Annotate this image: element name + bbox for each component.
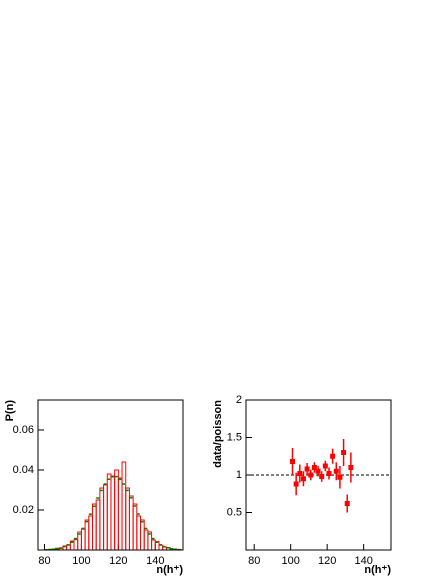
y-axis-label: data/poisson	[212, 400, 224, 468]
y-axis-label: P(n)	[4, 400, 16, 422]
data-point	[311, 465, 317, 470]
x-tick-label: 100	[72, 555, 90, 567]
y-tick-label: 0.02	[13, 504, 34, 516]
x-tick-label: 80	[38, 555, 50, 567]
y-tick-label: 2	[236, 394, 242, 406]
data-point	[308, 472, 314, 478]
data-point	[304, 466, 310, 472]
x-tick-label: 120	[109, 555, 127, 567]
data-point	[300, 476, 306, 482]
x-tick-label: 120	[318, 555, 336, 567]
y-tick-label: 0.5	[227, 506, 242, 518]
data-point	[319, 474, 325, 479]
x-axis-label: n(h⁺)	[156, 564, 183, 576]
data-point	[348, 465, 354, 470]
data-point	[290, 459, 296, 464]
x-axis-label: n(h⁺)	[364, 564, 391, 576]
plot-frame	[37, 399, 184, 551]
x-tick-label: 140	[146, 555, 164, 567]
data-point	[322, 463, 328, 469]
data-point	[344, 501, 350, 506]
data-point	[330, 453, 336, 459]
y-tick-label: 0.04	[13, 464, 34, 476]
data-point	[333, 468, 339, 474]
data-point	[337, 474, 343, 480]
data-point	[326, 471, 332, 476]
data-point	[297, 471, 303, 476]
data-point	[315, 468, 321, 474]
x-tick-label: 140	[354, 555, 372, 567]
y-tick-label: 1.5	[227, 431, 242, 443]
y-tick-label: 0.06	[13, 424, 34, 436]
plot-frame	[245, 399, 392, 551]
data-point	[341, 450, 347, 455]
x-tick-label: 80	[248, 555, 260, 567]
x-tick-label: 100	[282, 555, 300, 567]
y-tick-label: 1	[236, 469, 242, 481]
data-point	[293, 481, 299, 487]
